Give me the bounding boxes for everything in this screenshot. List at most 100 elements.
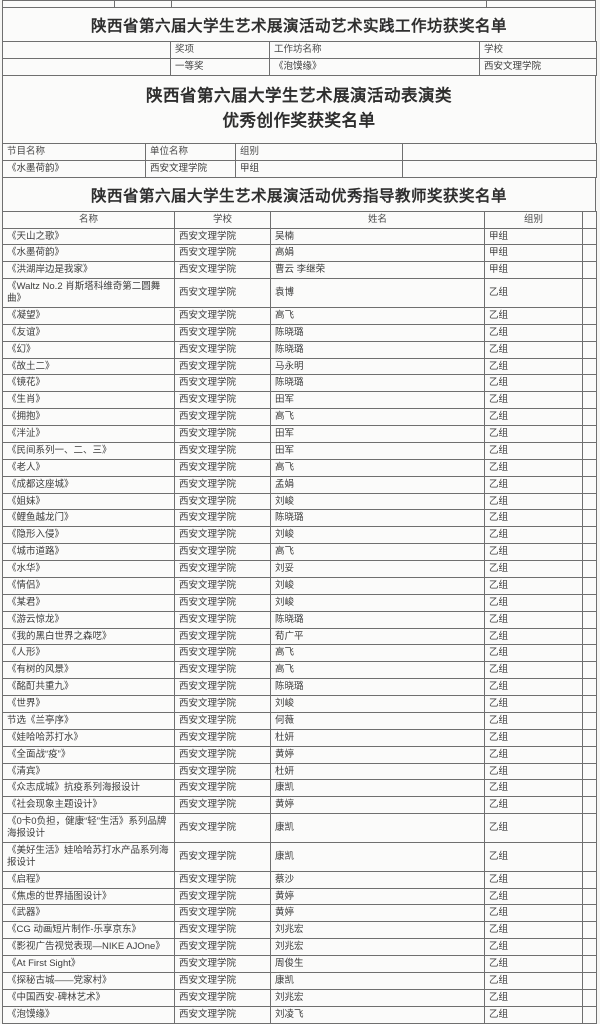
table-cell: 《水墨荷韵》 [2, 159, 146, 178]
table-cell: 田军 [270, 391, 485, 410]
table-cell: 陈晓璐 [270, 678, 485, 696]
table-cell: 《探秘古城——党家村》 [2, 971, 175, 990]
table-row: 《全面战“疫”》 西安文理学院 黄婷 乙组 [2, 745, 597, 764]
column-header [2, 41, 171, 59]
table-cell: 《娃哈哈苏打水》 [2, 728, 175, 747]
table-cell: 西安文理学院 [174, 938, 271, 956]
creation-awards-title-line2: 优秀创作奖获奖名单 [222, 112, 376, 131]
table-cell: 西安文理学院 [174, 813, 271, 843]
table-cell: 高飞 [270, 458, 485, 477]
table-row: 《社会现象主题设计》 西安文理学院 黄婷 乙组 [2, 796, 597, 815]
cutoff-cell [172, 1, 487, 8]
table-cell: 西安文理学院 [174, 841, 271, 872]
table-cell: 黄婷 [270, 796, 485, 815]
table-cell: 《洪湖岸边是我家》 [2, 261, 175, 280]
table-cell: 《幻》 [2, 340, 175, 359]
table-cell: 西安文理学院 [145, 159, 236, 178]
table-row: 《成都这座城》 西安文理学院 孟娟 乙组 [2, 475, 597, 494]
table-row: 《启程》 西安文理学院 蔡沙 乙组 [2, 870, 597, 889]
table-cell [582, 576, 597, 595]
table-cell: 西安文理学院 [174, 762, 271, 781]
table-cell: 乙组 [484, 627, 583, 646]
workshop-awards-title: 陕西省第六届大学生艺术展演活动艺术实践工作坊获奖名单 [2, 7, 596, 42]
table-cell: 西安文理学院 [174, 779, 271, 798]
table-cell: 《CG 动画短片制作-乐享京东》 [2, 921, 175, 940]
table-row: 《我的黑白世界之森呓》 西安文理学院 荀广平 乙组 [2, 627, 597, 646]
table-cell: 乙组 [484, 408, 583, 426]
table-cell: 陈晓璐 [270, 374, 485, 393]
creation-awards-table: 节目名称 单位名称 组别 《水墨荷韵》 西安文理学院 甲组 [2, 142, 597, 178]
table-cell [582, 644, 597, 663]
table-cell: 乙组 [484, 593, 583, 612]
header-row: 名称 学校 姓名 组别 [2, 210, 597, 229]
workshop-awards-table: 奖项 工作坊名称 学校 一等奖 《泡馍缘》 西安文理学院 [2, 41, 597, 76]
table-cell [582, 870, 597, 889]
table-cell: 乙组 [484, 796, 583, 815]
table-cell [582, 526, 597, 545]
table-row: 《Waltz No.2 肖斯塔科维奇第二圆舞曲》 西安文理学院 袁博 乙组 [2, 278, 597, 308]
table-row: 《鲤鱼越龙门》 西安文理学院 陈晓璐 乙组 [2, 509, 597, 528]
table-cell [582, 921, 597, 940]
table-row: 《武器》 西安文理学院 黄婷 乙组 [2, 904, 597, 923]
table-cell: 田军 [270, 425, 485, 443]
table-cell: 西安文理学院 [174, 1005, 271, 1024]
table-cell: 乙组 [484, 391, 583, 410]
table-row: 《酩酊共重九》 西安文理学院 陈晓璐 乙组 [2, 678, 597, 696]
table-cell: 乙组 [484, 678, 583, 696]
table-cell: 乙组 [484, 887, 583, 906]
table-cell: 西安文理学院 [174, 887, 271, 906]
table-row: 《探秘古城——党家村》 西安文理学院 康凯 乙组 [2, 971, 597, 990]
table-row: 《影视广告视觉表现—NIKE AJOne》 西安文理学院 刘兆宏 乙组 [2, 938, 597, 956]
table-row: 《焦虑的世界插图设计》 西安文理学院 黄婷 乙组 [2, 887, 597, 906]
table-cell: 西安文理学院 [174, 644, 271, 663]
table-cell: 乙组 [484, 441, 583, 460]
table-cell [582, 955, 597, 973]
table-cell: 《隐形入侵》 [2, 526, 175, 545]
table-cell: 《生肖》 [2, 391, 175, 410]
table-cell [582, 1005, 597, 1024]
table-row: 《某君》 西安文理学院 刘峻 乙组 [2, 593, 597, 612]
column-header: 奖项 [170, 41, 270, 59]
table-cell: 曹云 李继荣 [270, 261, 485, 280]
table-cell: 《水华》 [2, 560, 175, 578]
column-header: 组别 [235, 142, 403, 161]
table-cell: 刘妥 [270, 560, 485, 578]
table-row: 《有树的风景》 西安文理学院 高飞 乙组 [2, 661, 597, 680]
table-cell: 甲组 [484, 261, 583, 280]
table-cell: 《泡馍缘》 [2, 1005, 175, 1024]
table-cell: 西安文理学院 [174, 955, 271, 973]
table-cell: 乙组 [484, 357, 583, 376]
table-row: 《隐形入侵》 西安文理学院 刘峻 乙组 [2, 526, 597, 545]
table-cell [2, 57, 171, 76]
table-row: 《城市道路》 西安文理学院 高飞 乙组 [2, 543, 597, 561]
table-cell: 西安文理学院 [174, 408, 271, 426]
table-cell [582, 796, 597, 815]
table-cell: 乙组 [484, 278, 583, 308]
table-cell: 陈晓璐 [270, 610, 485, 629]
table-row: 《友谊》 西安文理学院 陈晓璐 乙组 [2, 323, 597, 342]
table-cell: 《某君》 [2, 593, 175, 612]
table-row: 《0卡0负担，健康“轻”生活》系列品牌海报设计 西安文理学院 康凯 乙组 [2, 813, 597, 843]
table-cell: 《泡馍缘》 [269, 57, 480, 76]
table-cell: 刘峻 [270, 593, 485, 612]
table-cell: 乙组 [484, 425, 583, 443]
header-row: 节目名称 单位名称 组别 [2, 142, 597, 161]
table-cell: 乙组 [484, 904, 583, 923]
table-row: 《幻》 西安文理学院 陈晓璐 乙组 [2, 340, 597, 359]
table-cell: 西安文理学院 [174, 509, 271, 528]
cutoff-row [2, 0, 596, 8]
table-cell [582, 560, 597, 578]
table-cell: 乙组 [484, 711, 583, 730]
table-cell: 西安文理学院 [174, 560, 271, 578]
table-cell: 黄婷 [270, 904, 485, 923]
table-cell: 西安文理学院 [174, 745, 271, 764]
teacher-awards-table: 名称 学校 姓名 组别 《天山之歌》 西安文理学院 吴楠 甲组 《水墨荷韵》 西安文理学院 高娟 甲组… [2, 210, 597, 1024]
column-header: 姓名 [270, 210, 485, 229]
table-cell [582, 938, 597, 956]
table-row: 《情侣》 西安文理学院 刘峻 乙组 [2, 576, 597, 595]
table-cell [582, 695, 597, 713]
table-cell [582, 227, 597, 246]
table-cell: 《拥抱》 [2, 408, 175, 426]
table-cell [582, 971, 597, 990]
table-row: 节选《兰亭序》 西安文理学院 何薇 乙组 [2, 711, 597, 730]
